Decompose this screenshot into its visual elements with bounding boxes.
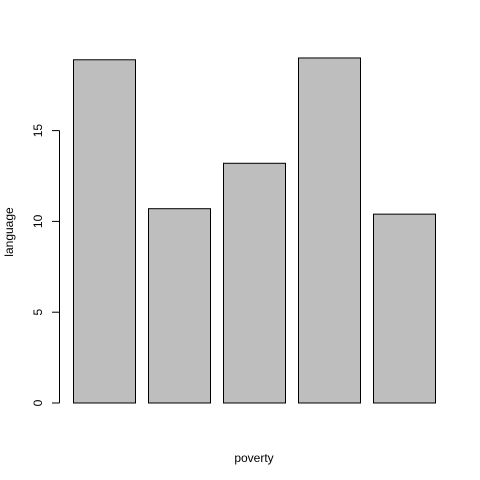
- x-axis-label: poverty: [234, 451, 273, 465]
- bar-1: [73, 59, 136, 404]
- bar-4: [298, 57, 361, 404]
- bar-3: [223, 162, 286, 404]
- bar-2: [148, 208, 211, 404]
- y-tick-label: 0: [31, 399, 45, 406]
- y-tick-label: 15: [31, 124, 45, 138]
- y-axis: 0 5 10 15: [31, 124, 60, 406]
- y-axis-label: language: [2, 207, 16, 257]
- bar-5: [373, 213, 436, 404]
- bars-group: [73, 57, 436, 404]
- y-tick-label: 10: [31, 214, 45, 228]
- y-tick-label: 5: [31, 309, 45, 316]
